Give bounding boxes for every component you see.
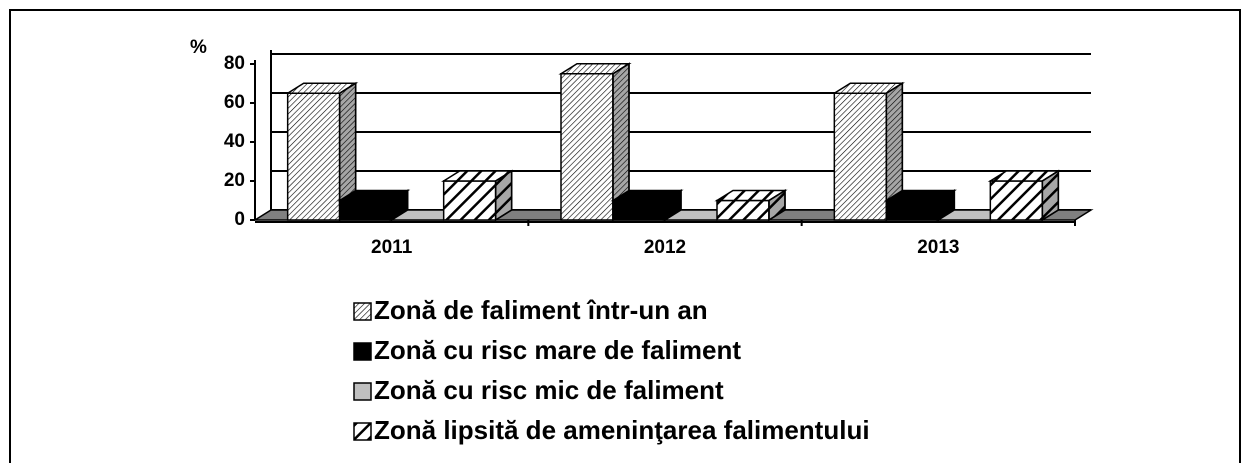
bar-front <box>885 199 940 221</box>
bar-front <box>286 92 341 221</box>
legend-label: Zonă cu risc mic de faliment <box>374 375 724 405</box>
y-tick-label: 0 <box>234 209 245 230</box>
legend-swatch <box>353 302 372 321</box>
bar-front <box>716 199 770 221</box>
bar-front <box>833 92 888 221</box>
y-axis-label: % <box>190 37 207 58</box>
legend-label: Zonă lipsită de ameninţarea falimentului <box>374 415 870 445</box>
y-tick-label: 60 <box>224 92 245 113</box>
bar-front <box>989 180 1044 221</box>
bar-front <box>612 199 666 221</box>
x-tick-label: 2013 <box>917 237 959 258</box>
bar-front <box>560 73 614 221</box>
bar-side-shade <box>768 189 786 222</box>
y-tick-label: 80 <box>224 53 245 74</box>
legend-swatch <box>353 422 372 441</box>
legend-label: Zonă cu risc mare de faliment <box>374 335 741 365</box>
x-tick-label: 2011 <box>371 237 413 258</box>
legend-swatch <box>353 342 372 361</box>
frame <box>9 9 1241 463</box>
legend-swatch <box>353 382 372 401</box>
bar-side-shade <box>1041 169 1060 222</box>
y-tick-label: 40 <box>224 131 245 152</box>
bar-side-shade <box>494 169 513 222</box>
y-tick-label: 20 <box>224 170 245 191</box>
bar-front <box>442 180 497 221</box>
legend-label: Zonă de faliment într-un an <box>374 295 708 325</box>
x-tick-label: 2012 <box>644 237 686 258</box>
bar-front <box>338 199 393 221</box>
